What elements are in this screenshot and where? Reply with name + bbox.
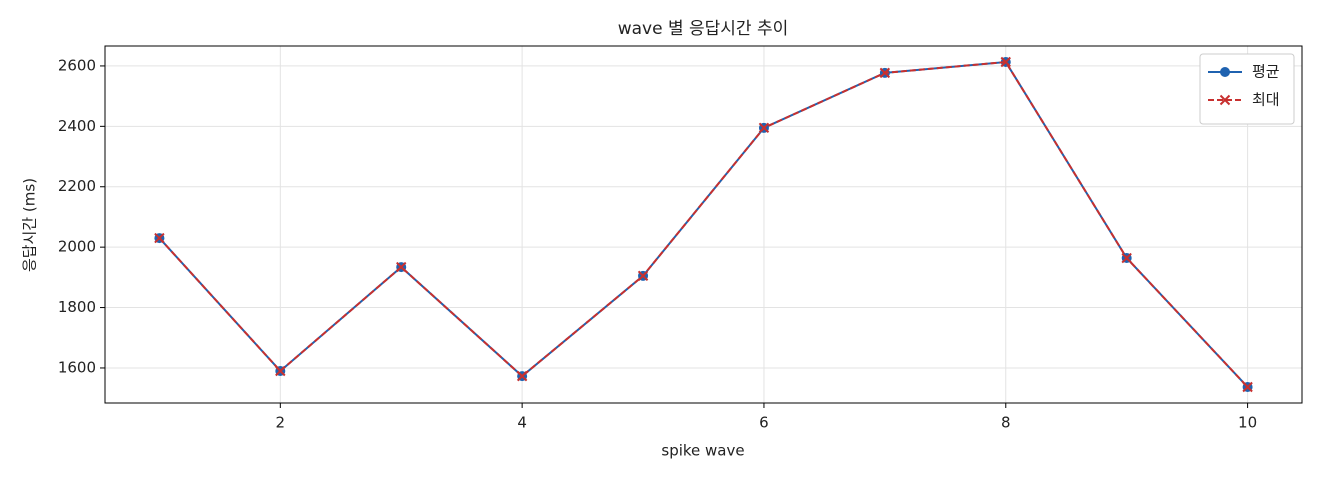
legend-marker	[1219, 94, 1231, 106]
plot-frame	[104, 45, 1303, 404]
y-tick-label: 2600	[58, 56, 96, 74]
point-marker	[154, 232, 165, 244]
y-tick-label: 2200	[58, 177, 96, 195]
x-tick-label: 2	[276, 414, 286, 432]
y-tick-label: 1800	[58, 298, 96, 316]
point-marker	[275, 365, 286, 377]
series-line	[158, 60, 1249, 388]
point-marker	[1121, 252, 1132, 264]
point-marker	[637, 270, 649, 282]
x-axis-label: spike wave	[661, 442, 744, 460]
point-marker	[516, 370, 528, 382]
legend-label: 평균	[1252, 63, 1280, 81]
legend-label: 최대	[1252, 91, 1280, 109]
legend-marker	[1220, 67, 1230, 77]
x-tick-label: 6	[759, 414, 769, 432]
x-tick-label: 4	[517, 414, 527, 432]
point-marker	[879, 67, 891, 79]
point-marker	[1000, 56, 1011, 68]
y-tick-label: 2000	[58, 238, 96, 256]
point-marker	[758, 122, 770, 134]
x-tick-label: 10	[1238, 414, 1257, 432]
y-tick-label: 2400	[58, 117, 96, 135]
point-marker	[396, 261, 407, 273]
legend-frame	[1199, 53, 1295, 125]
point-marker	[1242, 381, 1253, 393]
y-tick-label: 1600	[58, 358, 96, 376]
chart-title: wave 별 응답시간 추이	[618, 19, 789, 39]
y-axis-label: 응답시간 (ms)	[21, 178, 39, 272]
x-tick-label: 8	[1001, 414, 1011, 432]
